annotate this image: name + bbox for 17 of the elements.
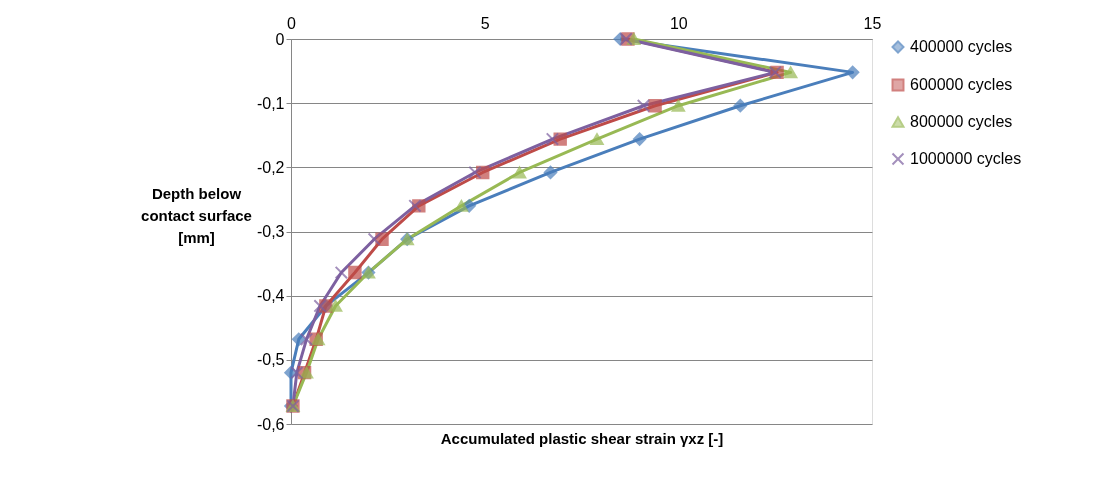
legend-label: 800000 cycles — [910, 113, 1013, 130]
y-tick-label: 0 — [275, 30, 285, 48]
y-axis-title: Depth below contact surface [mm] — [141, 185, 252, 246]
y-tick-label: -0,3 — [256, 223, 285, 240]
legend-label: 600000 cycles — [910, 76, 1013, 93]
y-tick-label: -0,2 — [256, 158, 285, 176]
x-tick-label: 5 — [480, 14, 490, 32]
y-tick-label: -0,5 — [256, 351, 285, 369]
y-tick-label: -0,4 — [256, 287, 285, 305]
legend-label: 1000000 cycles — [910, 150, 1022, 167]
x-axis-title: Accumulated plastic shear strain γxz [-] — [440, 429, 724, 447]
x-tick-label: 15 — [863, 14, 882, 32]
x-tick-label: 10 — [669, 14, 688, 32]
x-tick-label: 0 — [287, 14, 297, 32]
y-tick-label: -0,6 — [256, 415, 285, 433]
legend-label: 400000 cycles — [910, 38, 1013, 55]
y-tick-label: -0,1 — [256, 94, 285, 112]
